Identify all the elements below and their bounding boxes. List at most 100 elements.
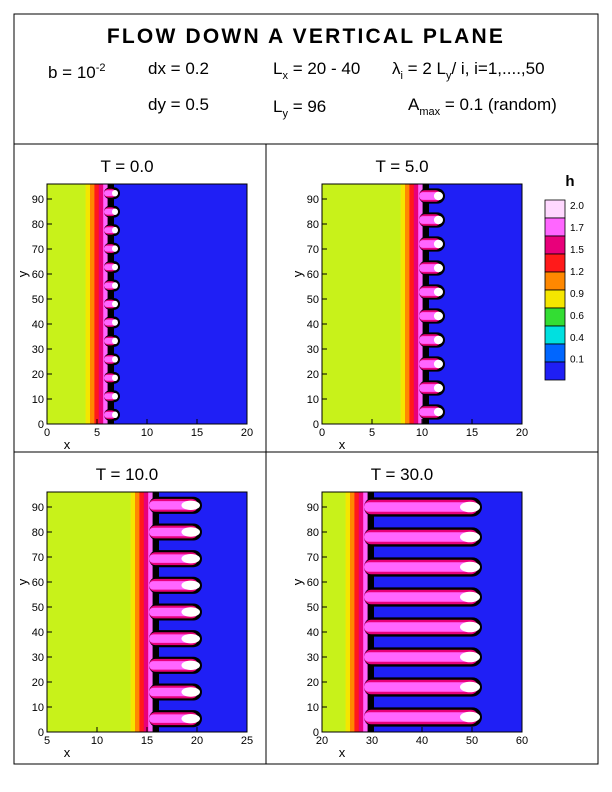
panel-t5: 0 5 10 15 20 0 10 20 30 40 50 60 70 80 90 x y T = 5.0: [290, 157, 528, 452]
legend-swatch: [544, 235, 566, 255]
finger: [419, 404, 445, 420]
contour-field: [322, 492, 522, 732]
x-tick-label: 20: [516, 427, 528, 439]
y-tick-label: 10: [307, 702, 319, 714]
x-tick-label: 0: [319, 427, 325, 439]
legend-level-label: 2.0: [570, 201, 584, 212]
x-tick-label: 25: [241, 735, 253, 747]
finger: [149, 683, 202, 701]
panel-title: T = 0.0: [100, 157, 153, 176]
legend-swatch: [544, 271, 566, 291]
x-tick-label: 15: [191, 427, 203, 439]
finger: [104, 224, 120, 237]
finger: [364, 617, 482, 637]
finger: [104, 316, 120, 329]
legend-level-label: 1.5: [570, 245, 584, 256]
y-tick-label: 60: [32, 577, 44, 589]
param-dy: dy = 0.5: [148, 95, 209, 114]
y-tick-label: 30: [307, 652, 319, 664]
y-tick-label: 40: [307, 627, 319, 639]
x-tick-label: 10: [416, 427, 428, 439]
finger: [149, 603, 202, 621]
legend-swatch: [544, 343, 566, 363]
finger: [104, 390, 120, 403]
panel-t10: 5 10 15 20 25 0 10 20 30 40 50 60 70 80 90 x y T = 10.0: [15, 465, 253, 760]
legend-level-label: 0.1: [570, 355, 584, 366]
y-tick-label: 70: [32, 552, 44, 564]
y-tick-label: 60: [32, 269, 44, 281]
x-tick-label: 30: [366, 735, 378, 747]
y-tick-label: 80: [307, 527, 319, 539]
finger: [419, 356, 445, 372]
y-tick-label: 10: [32, 394, 44, 406]
legend-swatch: [544, 199, 566, 219]
y-tick-label: 90: [32, 502, 44, 514]
legend-title: h: [565, 173, 574, 190]
y-tick-label: 50: [307, 602, 319, 614]
panel-title: T = 10.0: [96, 465, 159, 484]
x-tick-label: 60: [516, 735, 528, 747]
finger: [419, 380, 445, 396]
finger: [149, 656, 202, 674]
param-Ly: Ly = 96: [273, 97, 326, 120]
legend-level-label: 0.6: [570, 311, 584, 322]
legend-swatch: [544, 307, 566, 327]
panel-title: T = 30.0: [371, 465, 434, 484]
outer-border: [13, 13, 599, 765]
finger: [104, 279, 120, 292]
param-Lx: Lx = 20 - 40: [273, 59, 360, 82]
contour-field: [47, 492, 247, 732]
y-tick-label: 30: [307, 344, 319, 356]
x-tick-label: 20: [316, 735, 328, 747]
y-tick-label: 0: [313, 727, 319, 739]
finger: [419, 236, 445, 252]
finger: [419, 308, 445, 324]
finger: [104, 408, 120, 421]
y-tick-label: 60: [307, 577, 319, 589]
legend-level-label: 0.9: [570, 289, 584, 300]
y-tick-label: 30: [32, 652, 44, 664]
y-tick-label: 80: [307, 219, 319, 231]
ridge-band: [422, 184, 429, 424]
y-tick-label: 40: [307, 319, 319, 331]
legend-swatch: [544, 253, 566, 273]
y-tick-label: 20: [32, 369, 44, 381]
y-tick-label: 0: [38, 419, 44, 431]
y-tick-label: 70: [307, 552, 319, 564]
y-axis-label: y: [290, 578, 305, 585]
legend-swatch: [544, 325, 566, 345]
finger: [104, 353, 120, 366]
param-b: b = 10-2: [48, 62, 106, 82]
finger: [419, 284, 445, 300]
legend-level-label: 1.2: [570, 267, 584, 278]
x-axis-label: x: [339, 437, 346, 452]
finger: [104, 261, 120, 273]
finger: [364, 527, 482, 547]
finger: [364, 707, 482, 727]
finger: [364, 677, 482, 697]
x-tick-label: 50: [466, 735, 478, 747]
y-axis-label: y: [15, 578, 30, 585]
y-tick-label: 30: [32, 344, 44, 356]
y-axis-label: y: [290, 270, 305, 277]
y-tick-label: 50: [32, 294, 44, 306]
y-tick-label: 20: [307, 369, 319, 381]
legend-level-label: 0.4: [570, 333, 584, 344]
y-tick-label: 50: [32, 602, 44, 614]
panel-t30: 20 30 40 50 60 0 10 20 30 40 50 60 70 80 90 x y T = 30.0: [290, 465, 528, 760]
finger: [104, 242, 120, 255]
y-tick-label: 10: [32, 702, 44, 714]
finger: [419, 260, 445, 276]
finger: [104, 371, 120, 384]
y-tick-label: 20: [32, 677, 44, 689]
x-tick-label: 40: [416, 735, 428, 747]
param-A: Amax = 0.1 (random): [408, 95, 557, 118]
finger: [364, 557, 482, 577]
x-tick-label: 10: [141, 427, 153, 439]
finger: [149, 710, 202, 728]
y-tick-label: 0: [38, 727, 44, 739]
finger: [364, 587, 482, 607]
finger: [364, 647, 482, 667]
y-tick-label: 40: [32, 319, 44, 331]
